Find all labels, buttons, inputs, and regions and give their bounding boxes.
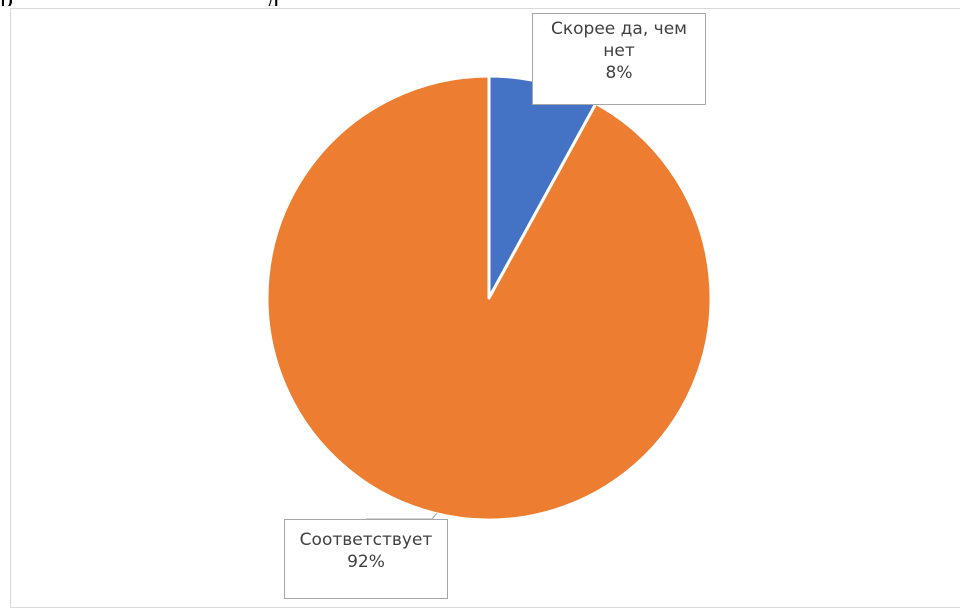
data-label-percent: 92% <box>347 552 385 572</box>
data-label-percent: 8% <box>605 63 633 83</box>
cut-off-text-line: р д <box>0 0 960 6</box>
data-label-category-cont: нет <box>603 41 635 61</box>
data-label-category: Соответствует <box>299 530 433 550</box>
pie-slice-sootvetstvuet <box>265 74 713 522</box>
pie-chart <box>265 74 713 522</box>
data-label-category: Скорее да, чем <box>551 19 687 39</box>
data-label-skoree-da: Скорее да, чем нет 8% <box>532 13 706 105</box>
data-label-sootvetstvuet: Соответствует 92% <box>284 519 448 599</box>
